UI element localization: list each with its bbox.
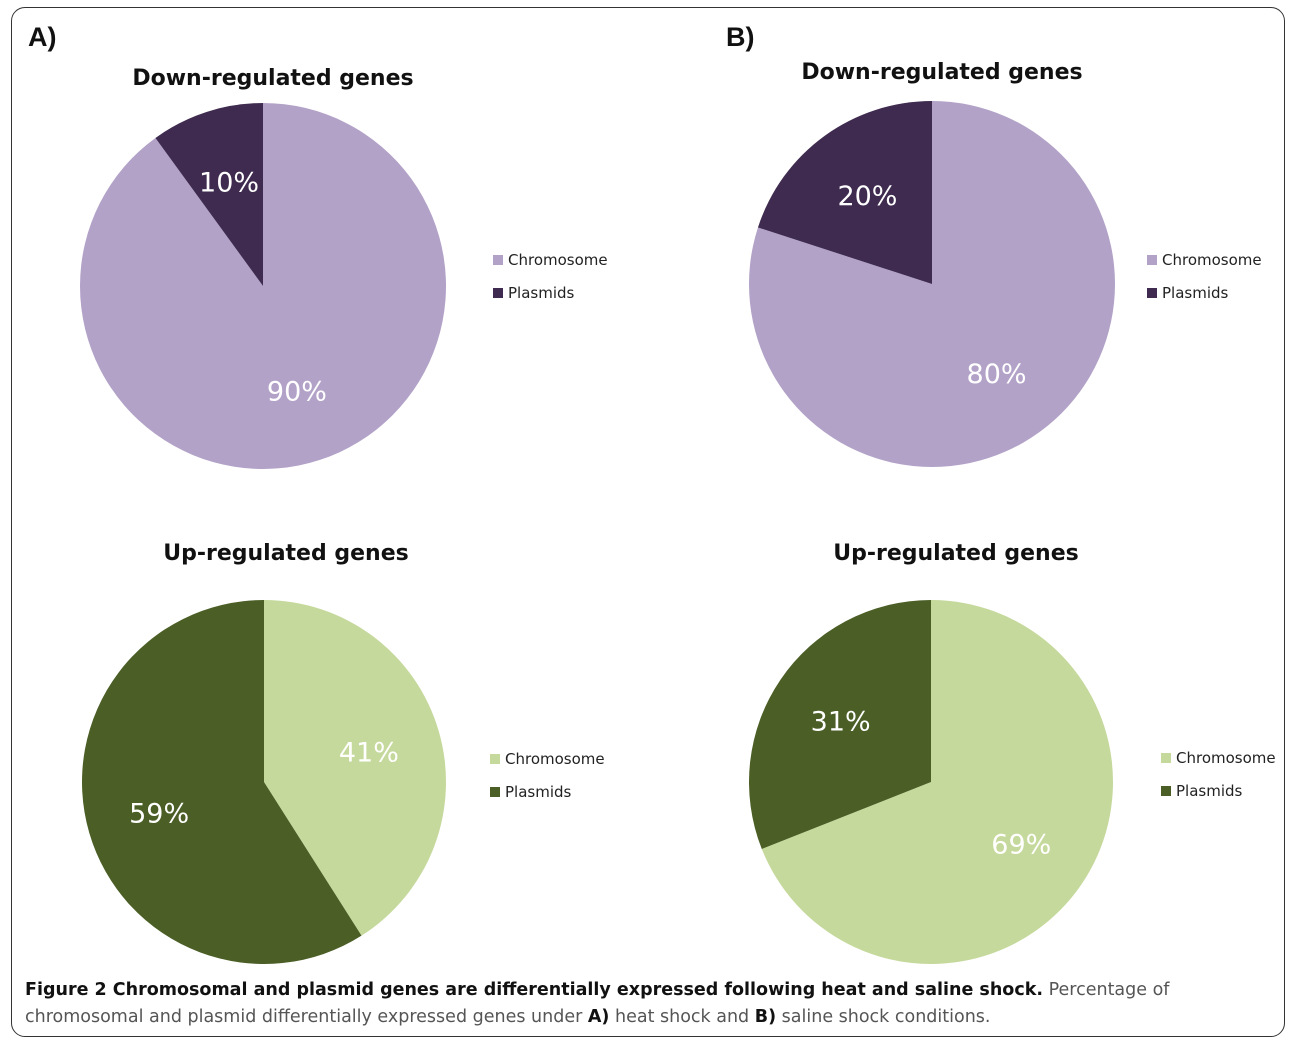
legend-item-plasmids: Plasmids [1147, 283, 1262, 303]
chart-title-b-up: Up-regulated genes [833, 541, 1079, 566]
pie-slice-plasmids [155, 103, 263, 286]
legend-label: Chromosome [1176, 749, 1276, 767]
pie-data-label: 10% [199, 168, 259, 199]
caption-text-1: Percentage of chromosomal and plasmid di… [25, 980, 1170, 1027]
legend-item-chromosome: Chromosome [1147, 250, 1262, 270]
caption-ref-b: B) [754, 1007, 777, 1027]
caption-ref-a: A) [587, 1007, 610, 1027]
caption-text-2: heat shock and [614, 1007, 750, 1027]
legend-swatch [1161, 753, 1171, 763]
pie-data-label: 90% [267, 376, 327, 407]
legend-label: Plasmids [508, 284, 575, 302]
chart-title-b-down: Down-regulated genes [801, 60, 1083, 85]
figure-caption: Figure 2 Chromosomal and plasmid genes a… [25, 977, 1275, 1031]
legend-label: Chromosome [1162, 251, 1262, 269]
legend-item-plasmids: Plasmids [1161, 781, 1276, 801]
legend-swatch [490, 787, 500, 797]
chart-title-a-up: Up-regulated genes [163, 541, 409, 566]
caption-text-3: saline shock conditions. [781, 1007, 991, 1027]
legend-a-down: Chromosome Plasmids [493, 250, 608, 316]
legend-item-plasmids: Plasmids [490, 782, 605, 802]
pie-data-label: 20% [837, 181, 897, 212]
legend-b-up: Chromosome Plasmids [1161, 748, 1276, 814]
pie-slice-chromosome [761, 600, 1114, 964]
pie-slice-plasmids [81, 600, 362, 964]
legend-item-chromosome: Chromosome [1161, 748, 1276, 768]
pie-slice-chromosome [264, 600, 446, 936]
pie-data-label: 41% [339, 738, 399, 769]
legend-label: Plasmids [1176, 782, 1243, 800]
legend-swatch [1161, 786, 1171, 796]
legend-label: Plasmids [1162, 284, 1229, 302]
legend-a-up: Chromosome Plasmids [490, 749, 605, 815]
legend-swatch [493, 288, 503, 298]
legend-item-plasmids: Plasmids [493, 283, 608, 303]
legend-swatch [1147, 288, 1157, 298]
legend-label: Plasmids [505, 783, 572, 801]
legend-label: Chromosome [508, 251, 608, 269]
legend-b-down: Chromosome Plasmids [1147, 250, 1262, 316]
pie-slice-chromosome [79, 103, 446, 470]
chart-title-a-down: Down-regulated genes [132, 66, 414, 91]
legend-item-chromosome: Chromosome [493, 250, 608, 270]
pie-data-label: 80% [967, 359, 1027, 390]
pie-slice-plasmids [757, 100, 932, 284]
legend-swatch [490, 754, 500, 764]
pie-data-label: 31% [811, 707, 871, 738]
legend-swatch [493, 255, 503, 265]
pie-data-label: 69% [991, 829, 1051, 860]
panel-label-a: A) [28, 22, 57, 52]
pie-slice-plasmids [749, 600, 931, 849]
legend-item-chromosome: Chromosome [490, 749, 605, 769]
legend-label: Chromosome [505, 750, 605, 768]
panel-label-b: B) [726, 22, 755, 52]
pie-data-label: 59% [129, 798, 189, 829]
caption-title: Figure 2 Chromosomal and plasmid genes a… [25, 980, 1043, 1000]
legend-swatch [1147, 255, 1157, 265]
